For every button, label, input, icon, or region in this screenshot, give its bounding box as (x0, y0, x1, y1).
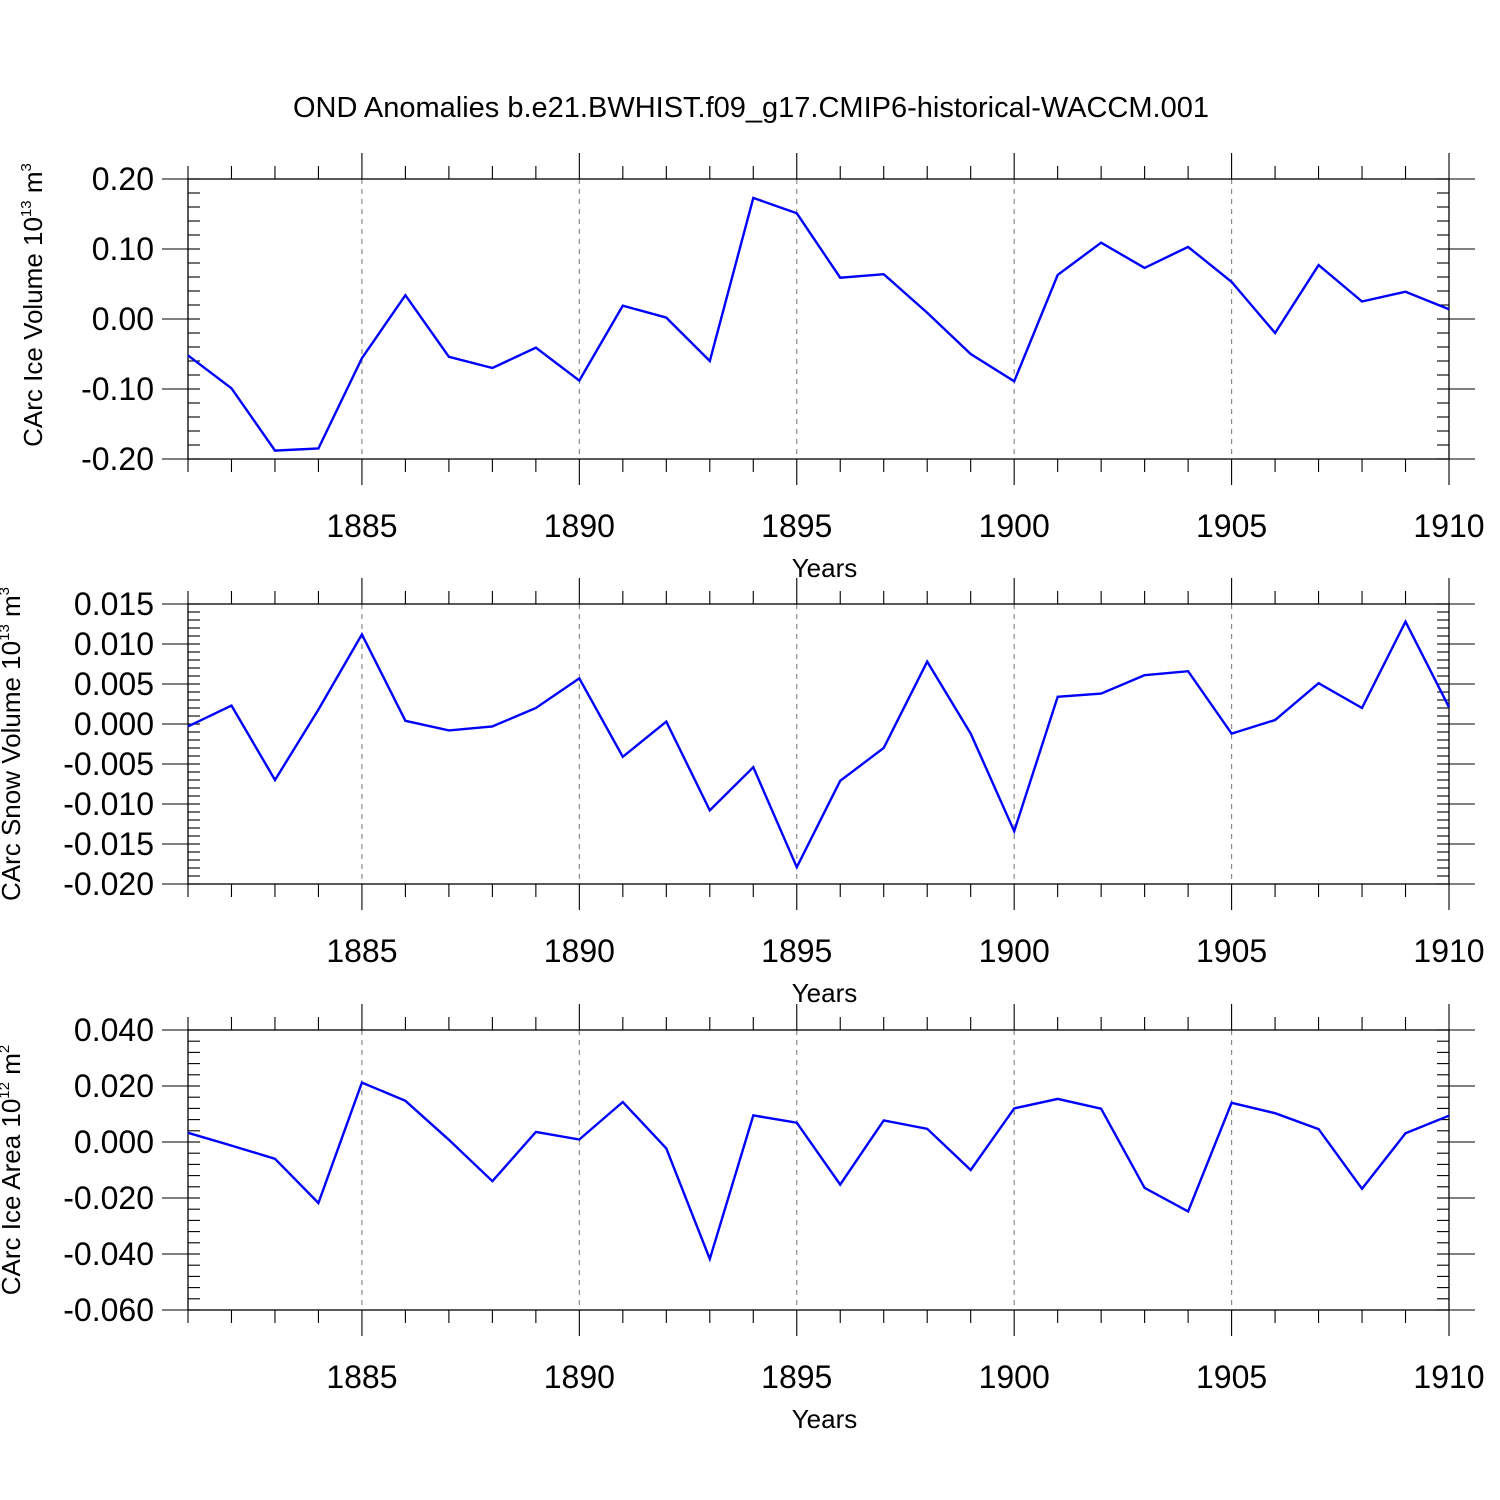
x-axis-label: Years (792, 1404, 858, 1434)
y-axis-label-part: CArc Ice Area 10 (0, 1099, 26, 1296)
y-tick-label: -0.020 (63, 866, 154, 902)
y-tick-label: 0.20 (92, 161, 154, 197)
panel-3: -0.060 -0.040 -0.020 0.000 0.020 0.040 1885 189… (0, 1004, 1485, 1434)
series-line (187, 1081, 1450, 1263)
x-tick-label: 1910 (1413, 508, 1484, 544)
x-tick-label: 1895 (761, 1359, 832, 1395)
x-tick-label: 1900 (979, 1359, 1050, 1395)
y-tick-label: 0.010 (74, 626, 154, 662)
plot-frame (187, 603, 1450, 885)
y-tick-label: -0.010 (63, 786, 154, 822)
x-tick-label: 1905 (1196, 508, 1267, 544)
x-tick-label: 1910 (1413, 933, 1484, 969)
y-axis-label: CArc Ice Area 1012 m2 (0, 1045, 26, 1295)
y-tick-label: 0.040 (74, 1012, 154, 1048)
x-tick-label: 1895 (761, 508, 832, 544)
y-tick-label: 0.005 (74, 666, 154, 702)
x-tick-label: 1885 (326, 1359, 397, 1395)
x-tick-label: 1895 (761, 933, 832, 969)
y-tick-label: 0.020 (74, 1068, 154, 1104)
x-tick-label: 1905 (1196, 1359, 1267, 1395)
y-axis-label-superscript: 2 (0, 1045, 13, 1053)
y-tick-label: 0.00 (92, 301, 154, 337)
y-axis-label-superscript: 3 (18, 163, 35, 171)
panel-1: -0.20 -0.10 0.00 0.10 0.20 1885 1890 1895 1900 19… (18, 153, 1485, 583)
panels: -0.20 -0.10 0.00 0.10 0.20 1885 1890 1895 1900 19… (0, 153, 1485, 1434)
y-tick-label: 0.10 (92, 231, 154, 267)
y-tick-label: -0.040 (63, 1236, 154, 1272)
y-tick-label: -0.005 (63, 746, 154, 782)
y-axis-label: CArc Ice Volume 1013 m3 (18, 163, 48, 447)
y-tick-label: 0.000 (74, 1124, 154, 1160)
x-axis-label: Years (792, 553, 858, 583)
y-axis-label-superscript: 13 (0, 624, 13, 641)
x-tick-label: 1890 (544, 508, 615, 544)
x-tick-label: 1890 (544, 933, 615, 969)
x-tick-label: 1910 (1413, 1359, 1484, 1395)
y-tick-label: -0.10 (81, 371, 154, 407)
plot-frame (187, 178, 1450, 460)
x-tick-label: 1905 (1196, 933, 1267, 969)
x-tick-label: 1890 (544, 1359, 615, 1395)
y-tick-label: -0.015 (63, 826, 154, 862)
y-axis-label-part: CArc Ice Volume 10 (18, 217, 48, 447)
x-tick-label: 1885 (326, 508, 397, 544)
x-axis-label: Years (792, 978, 858, 1008)
y-tick-label: 0.015 (74, 586, 154, 622)
y-axis-label-part: CArc Snow Volume 10 (0, 641, 26, 901)
x-tick-label: 1900 (979, 933, 1050, 969)
y-axis-label-part: m (0, 595, 26, 624)
series-line (187, 618, 1451, 871)
y-axis-label-part: m (0, 1053, 26, 1082)
y-axis-label-part: m (18, 171, 48, 200)
x-tick-label: 1885 (326, 933, 397, 969)
y-tick-label: -0.020 (63, 1180, 154, 1216)
y-tick-label: 0.000 (74, 706, 154, 742)
chart-title: OND Anomalies b.e21.BWHIST.f09_g17.CMIP6… (293, 92, 1209, 124)
y-axis-label-superscript: 3 (0, 587, 13, 595)
y-tick-label: -0.20 (81, 441, 154, 477)
series-line (187, 196, 1450, 452)
y-axis-label-superscript: 12 (0, 1082, 13, 1099)
y-axis-label-superscript: 13 (18, 200, 35, 217)
plot-frame (187, 1029, 1450, 1311)
x-tick-label: 1900 (979, 508, 1050, 544)
y-axis-label: CArc Snow Volume 1013 m3 (0, 587, 26, 901)
panel-2: -0.020 -0.015 -0.010 -0.005 0.000 0.005 0.010 0… (0, 578, 1485, 1008)
y-tick-label: -0.060 (63, 1292, 154, 1328)
